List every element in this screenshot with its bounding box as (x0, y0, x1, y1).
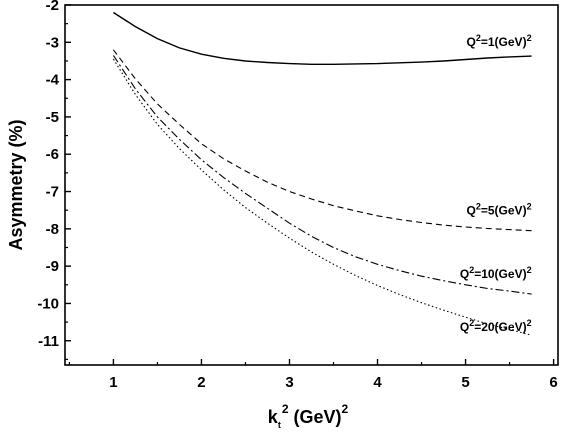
x-tick-label: 1 (109, 374, 117, 391)
y-axis-label: Asymmetry (%) (6, 119, 26, 250)
y-tick-label: -9 (46, 258, 59, 275)
x-tick-label: 4 (373, 374, 382, 391)
x-tick-label: 3 (285, 374, 293, 391)
y-tick-label: -2 (46, 0, 59, 14)
plot-frame (64, 4, 559, 366)
series-annotation: Q2=20(GeV)2 (460, 318, 532, 334)
series-layer (112, 11, 532, 336)
y-tick-label: -10 (37, 295, 59, 312)
y-tick-label: -4 (46, 72, 60, 89)
y-tick-label: -8 (46, 221, 59, 238)
axis-ticks (65, 4, 555, 365)
series-line-3 (112, 55, 532, 295)
x-tick-label: 2 (197, 374, 205, 391)
y-tick-label: -7 (46, 184, 59, 201)
series-line-2 (112, 49, 532, 232)
series-annotations: Q2=1(GeV)2 Q2=5(GeV)2 Q2=10(GeV)2 Q2=20(GeV… (460, 33, 532, 334)
y-tick-label: -11 (38, 333, 59, 350)
x-axis-label: kt2 (GeV)2 (268, 402, 349, 430)
axis-tick-labels: 1 2 3 4 5 6 -2 -3 -4 -5 -6 -7 -8 -9 -10 -11 (37, 0, 557, 391)
series-annotation: Q2=5(GeV)2 (467, 202, 532, 218)
series-line-1 (113, 11, 532, 65)
series-line-4 (112, 58, 532, 336)
y-tick-label: -3 (46, 34, 59, 51)
y-tick-label: -5 (46, 109, 59, 126)
series-annotation: Q2=10(GeV)2 (460, 265, 532, 281)
y-tick-label: -6 (46, 146, 59, 163)
series-annotation: Q2=1(GeV)2 (467, 33, 532, 49)
x-tick-label: 6 (549, 374, 557, 391)
x-tick-label: 5 (461, 374, 469, 391)
